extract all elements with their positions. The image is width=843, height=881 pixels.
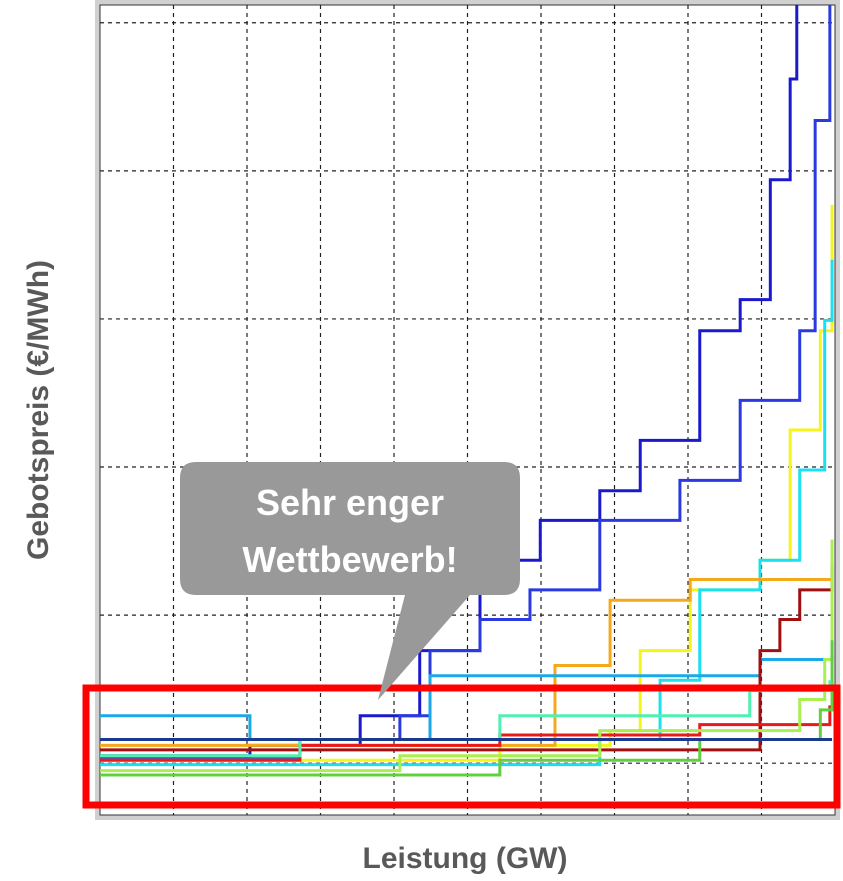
step-line [100,655,834,741]
highlight-box [82,684,841,809]
step-line [100,578,833,747]
step-line [100,5,799,758]
step-line [100,564,834,752]
x-axis-label: Leistung (GW) [363,842,568,875]
annotation-line: Wettbewerb! [242,539,457,580]
y-axis-label: Gebotspreis (€/MWh) [22,260,55,560]
annotation-line: Sehr enger [256,482,444,523]
step-line [100,5,832,761]
callout [180,462,520,700]
step-line [100,539,834,773]
